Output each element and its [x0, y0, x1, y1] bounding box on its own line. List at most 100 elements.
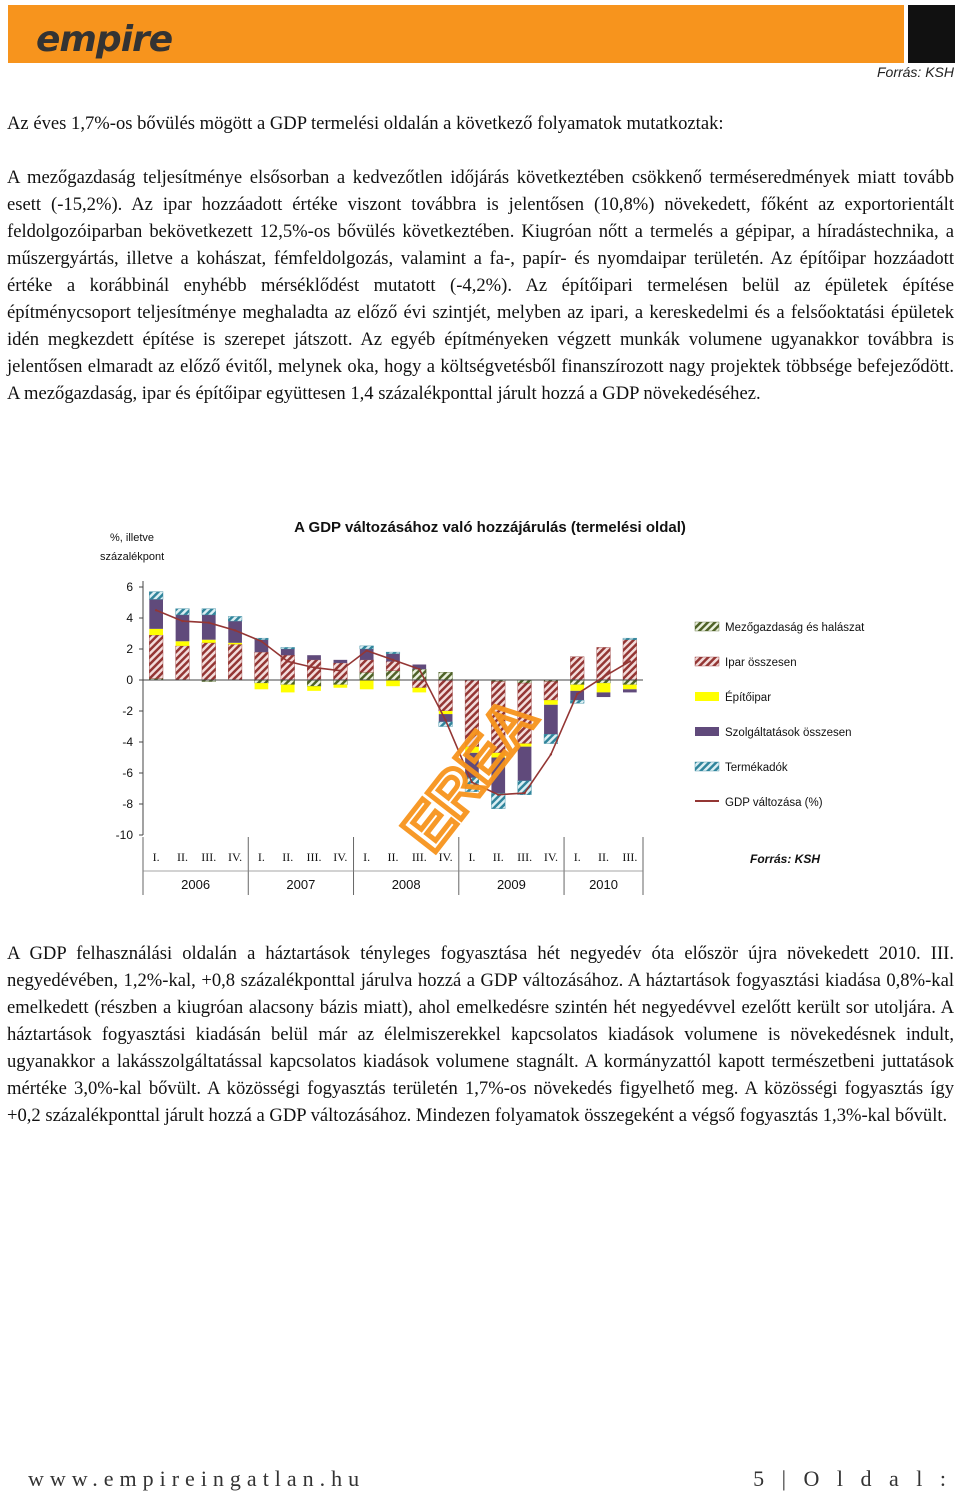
bar-segment [596, 647, 611, 681]
x-tick-label: IV. [333, 850, 347, 864]
bar-segment [307, 679, 322, 687]
x-tick-label: III. [622, 850, 637, 864]
year-label: 2010 [589, 877, 618, 892]
bar-segment [333, 659, 348, 663]
bar-segment [385, 651, 401, 654]
year-label: 2009 [497, 877, 526, 892]
gdp-point [154, 609, 158, 612]
paragraph-usage: A GDP felhasználási oldalán a háztartáso… [7, 943, 954, 1126]
gdp-point [286, 660, 289, 663]
bar-segment [175, 608, 190, 616]
chart-svg: A GDP változásához való hozzájárulás (te… [100, 519, 865, 895]
y-tick-label: 4 [126, 611, 133, 625]
bar-segment [175, 641, 190, 646]
legend-label: Építőipar [725, 691, 771, 704]
bar-segment [386, 653, 400, 662]
bar-segment [517, 682, 532, 744]
bar-segment [149, 591, 164, 600]
x-tick-label: I. [153, 850, 160, 864]
x-tick-label: IV. [228, 850, 242, 864]
bar-segment [570, 679, 585, 685]
x-tick-label: III. [201, 850, 216, 864]
page-number: 5 | O l d a l : [753, 1466, 952, 1491]
bar-segment [438, 721, 453, 727]
bar-segment [359, 659, 374, 673]
bar-segment [359, 672, 374, 681]
bar-segment [570, 684, 585, 691]
y-tick-label: 6 [126, 580, 133, 594]
plot-area: 6 4 2 0 -2 -4 -6 -8 -10 I. II. III. IV. I. II. III. IV. I… [116, 580, 644, 895]
bar-segment [570, 699, 585, 704]
legend-label: Mezőgazdaság és halászat [725, 622, 865, 634]
bar-segment [412, 664, 427, 670]
bar-segment [412, 687, 427, 693]
bar-segment [333, 684, 348, 688]
legend-label: GDP változása (%) [725, 797, 823, 809]
legend-swatch [695, 727, 719, 736]
footer-url[interactable]: www.empireingatlan.hu [28, 1466, 366, 1491]
gdp-point [207, 621, 210, 624]
bar-segment [201, 608, 216, 616]
x-tick-label: I. [574, 850, 581, 864]
gdp-point [470, 781, 474, 784]
bar-segment [412, 679, 427, 688]
bar-segment [544, 704, 558, 735]
bar-segment [307, 686, 321, 691]
bar-segment [491, 752, 506, 758]
bar-segment [149, 599, 163, 629]
y-tick-label: -6 [122, 766, 133, 780]
bar-segment [623, 689, 637, 693]
bar-segment [386, 680, 400, 687]
bar-segment [491, 681, 506, 754]
bar-segment [228, 616, 243, 622]
bar-segment [622, 639, 637, 681]
bar-segment [543, 681, 558, 701]
bar-segment [149, 628, 163, 636]
bar-segment [280, 684, 295, 693]
bar-segment [280, 649, 295, 656]
legend-label: Termékadók [725, 762, 788, 774]
legend-label: Szolgáltatások összesen [725, 727, 852, 739]
bar-segment [280, 679, 295, 685]
bar-segment [622, 679, 637, 685]
bar-segment [596, 692, 611, 698]
bar-segment [201, 614, 216, 640]
bar-segment [228, 644, 243, 681]
bar-segment [359, 649, 374, 660]
bar-segment [438, 714, 453, 722]
x-tick-label: II. [177, 850, 188, 864]
bar-segment [570, 656, 585, 681]
gdp-point [523, 791, 526, 795]
y-axis-label-2: százalékpont [100, 551, 164, 563]
bar-segment [280, 654, 295, 681]
header-bar: empire [8, 5, 904, 63]
paragraph-production: A mezőgazdaság teljesítménye elsősorban … [7, 167, 954, 404]
x-tick-label: II. [388, 850, 399, 864]
x-tick-label: III. [412, 850, 427, 864]
chart-source: Forrás: KSH [750, 852, 820, 866]
bar-segment [254, 651, 269, 681]
year-label: 2006 [181, 877, 210, 892]
x-tick-label: III. [517, 850, 532, 864]
chart-title: A GDP változásához való hozzájárulás (te… [294, 519, 686, 536]
x-tick-label: II. [493, 850, 504, 864]
year-label: 2007 [286, 877, 315, 892]
x-tick-label: II. [598, 850, 609, 864]
bar-segment [517, 780, 532, 795]
bar-segment [385, 661, 401, 671]
gdp-point [628, 660, 632, 663]
x-tick-label: II. [282, 850, 293, 864]
bar-segment [465, 746, 479, 753]
chart-legend: Mezőgazdaság és halászat Ipar összesen Épí… [694, 621, 865, 809]
x-tick-label: I. [468, 850, 475, 864]
bar-segment [491, 757, 506, 794]
gdp-line [155, 609, 631, 796]
legend-swatch [694, 621, 720, 632]
x-tick-label: I. [258, 850, 265, 864]
bar-segment [359, 645, 374, 650]
year-label: 2008 [392, 877, 421, 892]
source-note: Forrás: KSH [876, 64, 954, 80]
bar-segment [596, 683, 611, 693]
company-logo: empire [36, 19, 173, 60]
y-tick-label: -10 [116, 828, 134, 842]
